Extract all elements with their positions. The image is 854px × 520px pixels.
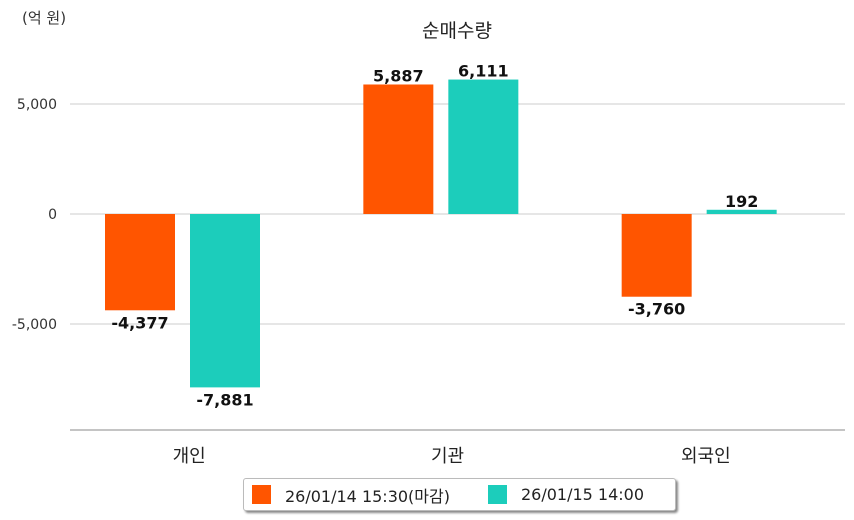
x-tick-label: 외국인: [681, 446, 731, 467]
legend-swatch: [252, 485, 271, 504]
unit-label: (억 원): [22, 9, 66, 27]
data-label: 5,887: [373, 66, 424, 85]
bar[interactable]: [706, 209, 777, 214]
legend-item-1[interactable]: 26/01/15 14:00: [487, 485, 645, 504]
data-label: -7,881: [196, 390, 253, 409]
legend-item-0[interactable]: 26/01/14 15:30(마감): [252, 483, 450, 507]
bar[interactable]: [190, 214, 260, 388]
data-label: 192: [725, 192, 758, 211]
bar[interactable]: [621, 214, 692, 297]
x-tick-label: 기관: [431, 446, 464, 467]
data-label: -3,760: [628, 300, 685, 319]
legend-swatch: [487, 485, 507, 504]
legend: 26/01/14 15:30(마감) 26/01/15 14:00: [243, 478, 676, 511]
legend-label: 26/01/14 15:30(마감): [285, 486, 450, 506]
bar[interactable]: [105, 214, 175, 311]
data-label: -4,377: [111, 313, 168, 332]
bar[interactable]: [363, 84, 434, 215]
x-tick-label: 개인: [173, 446, 206, 467]
y-tick-label: 0: [48, 207, 57, 223]
data-label: 6,111: [458, 62, 509, 81]
bar[interactable]: [448, 79, 519, 214]
y-tick-label: 5,000: [17, 97, 57, 113]
chart-title: 순매수량: [422, 20, 492, 42]
y-tick-label: -5,000: [12, 317, 57, 333]
legend-label: 26/01/15 14:00: [520, 485, 645, 504]
